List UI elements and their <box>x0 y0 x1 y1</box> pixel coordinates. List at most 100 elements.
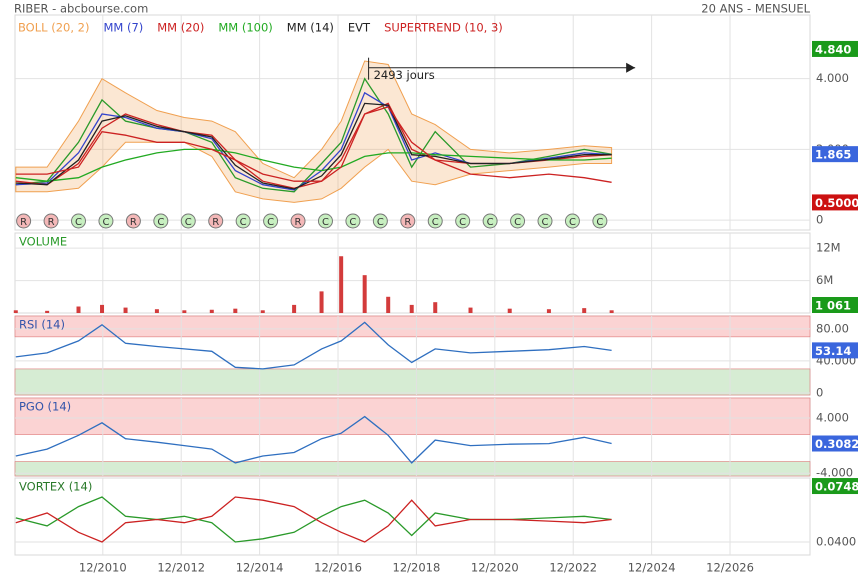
x-tick-label: 12/2026 <box>706 561 754 575</box>
volume-bar <box>609 310 614 313</box>
arrow-head <box>626 62 636 73</box>
event-label: C <box>596 217 603 228</box>
series-line <box>15 102 612 190</box>
volume-bar <box>182 310 187 313</box>
value-tag <box>812 435 858 452</box>
event-label: R <box>295 217 302 228</box>
annotation-text: 2493 jours <box>374 68 435 82</box>
event-marker <box>455 213 471 229</box>
event-marker <box>43 213 59 229</box>
y-tick-label: 0 <box>816 385 823 399</box>
y-tick-label: 80.00 <box>816 321 849 335</box>
event-marker <box>290 213 306 229</box>
event-label: C <box>349 217 356 228</box>
event-label: R <box>404 217 411 228</box>
event-label: R <box>130 217 137 228</box>
x-tick-label: 12/2012 <box>157 561 205 575</box>
volume-bar <box>45 310 50 313</box>
event-marker <box>510 213 526 229</box>
value-tag-label: 0.5000 <box>815 196 859 210</box>
event-marker <box>482 213 498 229</box>
header-title: RIBER - abcbourse.com <box>14 2 148 16</box>
event-label: C <box>569 217 576 228</box>
y-tick-label: 0.0400 <box>816 534 856 548</box>
volume-bar <box>100 304 105 313</box>
series-line <box>15 496 612 543</box>
value-tag <box>812 40 858 57</box>
value-tag <box>812 297 858 313</box>
event-label: C <box>102 217 109 228</box>
event-label: C <box>185 217 192 228</box>
event-marker <box>317 213 333 229</box>
event-marker <box>71 213 87 229</box>
event-marker <box>98 213 114 229</box>
event-marker <box>345 213 361 229</box>
legend-entry: MM (7) <box>103 21 143 35</box>
x-tick-label: 12/2020 <box>471 561 519 575</box>
volume-bar <box>292 304 297 313</box>
event-marker <box>263 213 279 229</box>
event-marker <box>16 213 32 229</box>
y-tick-label: 12M <box>816 241 841 255</box>
value-tag-label: 4.840 <box>815 42 851 56</box>
volume-bar <box>409 304 414 313</box>
event-marker <box>592 213 608 229</box>
legend-entry: EVT <box>348 21 371 35</box>
legend-entry: MM (20) <box>157 21 204 35</box>
legend-entry: MM (14) <box>287 21 334 35</box>
volume-bar <box>433 302 438 313</box>
volume-bar <box>468 307 473 313</box>
panel <box>14 477 811 556</box>
value-tag <box>812 342 858 359</box>
panel <box>14 14 811 231</box>
event-marker <box>372 213 388 229</box>
event-marker <box>537 213 553 229</box>
zone <box>14 397 811 435</box>
value-tag <box>812 478 858 495</box>
panel-title: VOLUME <box>19 235 67 249</box>
event-label: C <box>487 217 494 228</box>
legend-entry: SUPERTREND (10, 3) <box>384 21 503 35</box>
event-label: C <box>514 217 521 228</box>
series-line <box>15 321 612 370</box>
event-marker <box>180 213 196 229</box>
event-label: C <box>157 217 164 228</box>
volume-bar <box>209 309 214 313</box>
volume-bar <box>582 308 587 313</box>
event-marker <box>153 213 169 229</box>
event-label: R <box>48 217 55 228</box>
value-tag <box>812 194 858 211</box>
value-tag-label: 53.14 <box>815 344 851 358</box>
panel-title: PGO (14) <box>19 400 71 414</box>
value-tag-label: 1.865 <box>815 148 851 162</box>
x-tick-label: 12/2014 <box>236 561 284 575</box>
zone <box>14 368 811 396</box>
volume-bar <box>319 291 324 313</box>
event-label: C <box>75 217 82 228</box>
x-tick-label: 12/2018 <box>393 561 441 575</box>
legend-entry: BOLL (20, 2) <box>18 21 89 35</box>
zone <box>14 315 811 338</box>
header-period: 20 ANS - MENSUEL <box>701 2 810 16</box>
event-marker <box>400 213 416 229</box>
volume-bar <box>260 310 265 313</box>
x-tick-label: 12/2024 <box>628 561 676 575</box>
x-tick-label: 12/2016 <box>314 561 362 575</box>
volume-bar <box>507 308 512 313</box>
event-label: C <box>267 217 274 228</box>
y-tick-label: 4.000 <box>816 71 849 85</box>
event-marker <box>208 213 224 229</box>
panel-title: VORTEX (14) <box>19 480 92 494</box>
value-tag <box>812 146 858 163</box>
series-line <box>15 415 612 464</box>
series-line <box>15 106 612 183</box>
event-marker <box>125 213 141 229</box>
event-label: C <box>542 217 549 228</box>
panel-title: RSI (14) <box>19 318 65 332</box>
y-tick-label: 4.000 <box>816 411 849 425</box>
event-label: R <box>212 217 219 228</box>
event-label: C <box>240 217 247 228</box>
event-marker <box>564 213 580 229</box>
event-label: C <box>322 217 329 228</box>
x-tick-label: 12/2022 <box>549 561 597 575</box>
